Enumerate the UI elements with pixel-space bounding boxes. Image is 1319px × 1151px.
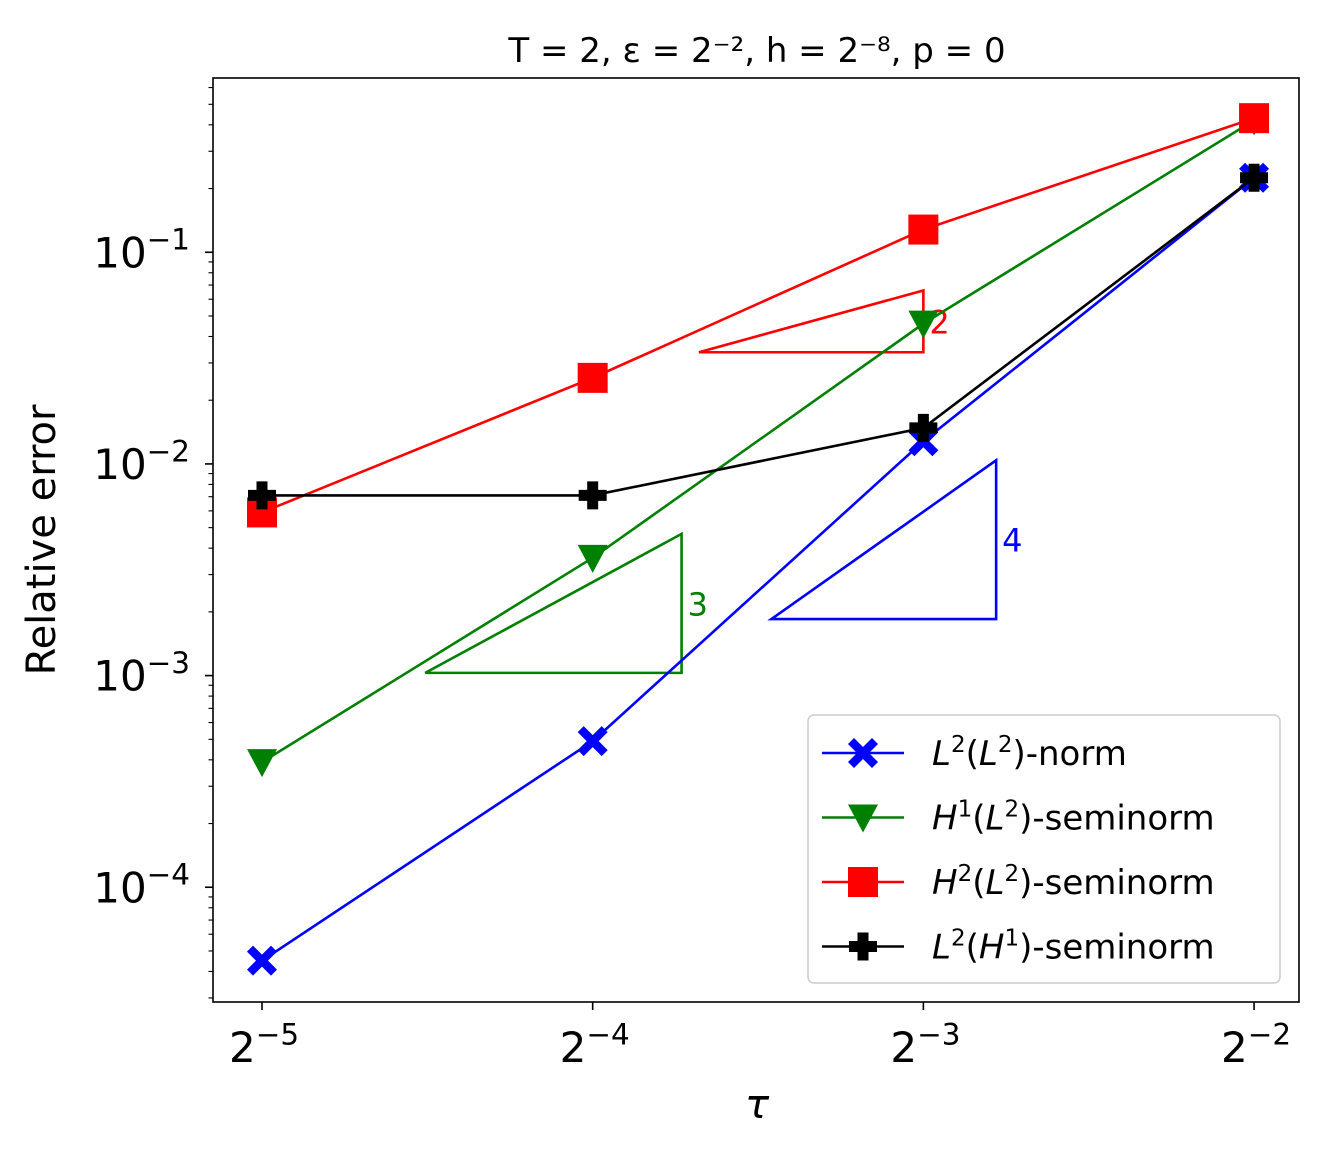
series-line [261,176,1255,497]
data-point [578,481,607,510]
y-tick-labels: 10−4 10−3 10−2 10−1 [93,223,190,913]
series-layer [246,103,1270,976]
slope-label: 3 [688,585,708,623]
y-axis-label: Relative error [19,404,65,675]
data-point [908,214,939,245]
x-tick-label: 2−4 [560,1017,630,1072]
y-tick-label: 10−3 [93,646,190,701]
x-tick-labels: 2−5 2−4 2−3 2−2 [229,1017,1291,1072]
x-tick-label: 2−5 [229,1017,299,1072]
legend-marker [848,738,878,768]
data-point [577,726,608,757]
slope-triangle [698,288,925,354]
x-tick-label: 2−2 [1221,1017,1291,1072]
data-point [1239,103,1270,134]
data-point [246,749,277,778]
legend-label: H1(L2)-seminorm [932,797,1215,839]
legend-box [807,714,1281,984]
slope-triangle [767,457,998,621]
data-point [1240,163,1269,192]
data-point [247,481,276,510]
data-point [577,362,608,393]
data-point [246,945,277,976]
series-line [261,119,1255,764]
x-axis-label: τ [745,1082,770,1128]
series-3 [247,163,1269,510]
legend-label: H2(L2)-seminorm [932,861,1215,903]
chart-title: T = 2, ε = 2⁻², h = 2⁻⁸, p = 0 [507,31,1005,71]
series-1 [246,107,1270,778]
y-tick-label: 10−2 [93,434,190,489]
slope-triangles: 234 [424,288,1023,675]
y-tick-label: 10−1 [93,223,190,278]
legend-marker [848,804,878,833]
series-line [261,116,1255,514]
data-point [577,544,608,573]
data-point [908,310,939,339]
slope-triangle [424,531,683,675]
slope-label: 4 [1002,522,1022,560]
legend-marker [849,932,877,961]
legend-label: L2(H1)-seminorm [932,926,1215,968]
y-tick-label: 10−4 [93,858,190,913]
plot-frame [212,77,1300,1003]
x-tick-label: 2−3 [890,1017,960,1072]
series-line [261,176,1255,962]
legend-marker [848,867,878,897]
series-0 [246,162,1270,976]
legend: L2(L2)-norm H1(L2)-seminorm H2(L2)-seminor… [807,714,1281,984]
legend-label: L2(L2)-norm [932,732,1127,774]
series-2 [246,103,1270,528]
data-point [909,413,938,442]
